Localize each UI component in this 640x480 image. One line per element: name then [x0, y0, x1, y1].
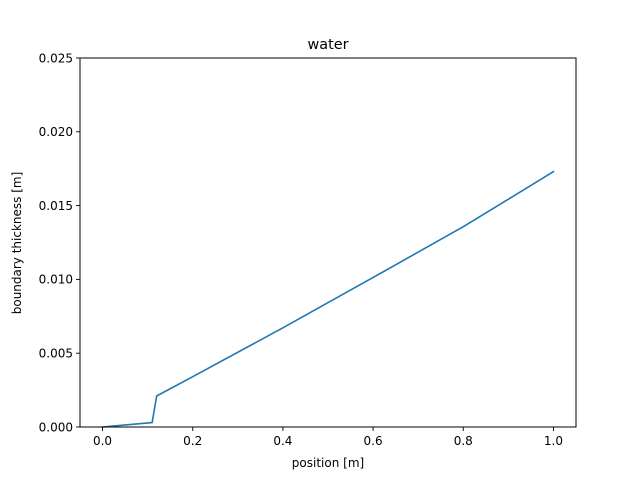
plot-area — [101, 170, 555, 428]
chart-title: water — [307, 37, 348, 53]
x-tick-label: 0.4 — [273, 434, 292, 448]
x-axis-label: position [m] — [292, 456, 364, 470]
y-tick-label: 0.015 — [39, 199, 73, 213]
x-tick-label: 0.6 — [364, 434, 383, 448]
y-tick-label: 0.010 — [39, 273, 73, 287]
x-axis: 0.0 0.2 0.4 0.6 0.8 1.0 — [93, 427, 563, 448]
x-tick-label: 0.8 — [454, 434, 473, 448]
y-axis-label: boundary thickness [m] — [10, 172, 24, 315]
x-tick-label: 0.2 — [183, 434, 202, 448]
y-tick-label: 0.025 — [39, 51, 73, 65]
axes-frame — [79, 57, 577, 428]
x-tick-label: 0.0 — [93, 434, 112, 448]
y-tick-label: 0.020 — [39, 125, 73, 139]
y-axis: 0.000 0.005 0.010 0.015 0.020 0.025 — [39, 51, 80, 434]
series-line-0 — [101, 170, 555, 428]
y-tick-label: 0.005 — [39, 347, 73, 361]
y-tick-label: 0.000 — [39, 420, 73, 434]
x-tick-label: 1.0 — [544, 434, 563, 448]
